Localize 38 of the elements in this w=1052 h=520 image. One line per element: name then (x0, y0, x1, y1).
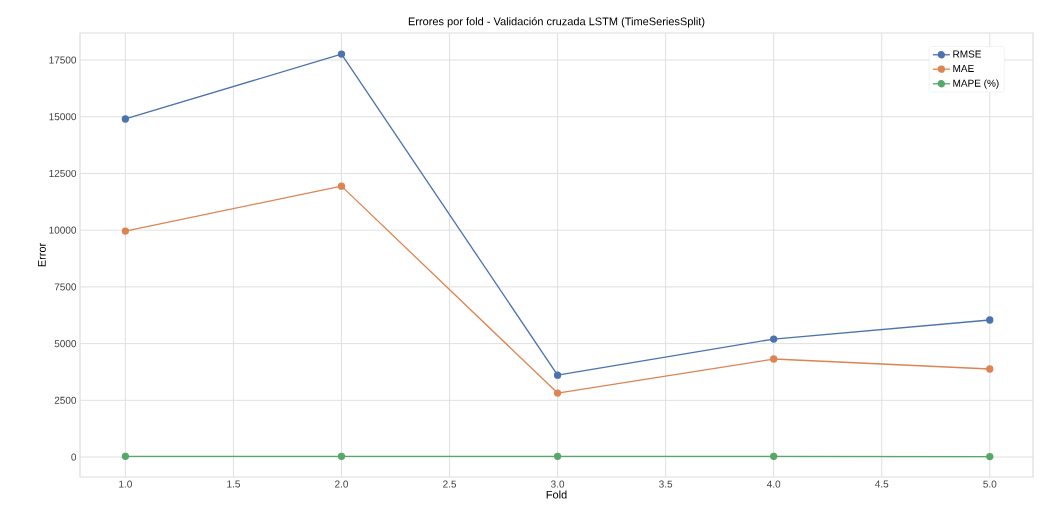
point (553, 452, 562, 460)
point (121, 452, 130, 460)
point (553, 389, 562, 397)
y-tick-label: 2500 (54, 396, 77, 404)
y-tick-label: 7500 (54, 283, 77, 291)
legend-label: MAE (953, 65, 974, 72)
point (770, 452, 778, 460)
x-axis-title: Fold (546, 490, 567, 499)
point (986, 452, 994, 461)
x-tick-label: 1.0 (119, 480, 132, 488)
point (553, 371, 562, 379)
x-tick-label: 3.5 (659, 480, 673, 488)
y-tick-label: 15000 (49, 113, 77, 121)
x-tick-label: 4.0 (766, 480, 781, 488)
x-tick-label: 5.0 (983, 480, 997, 488)
point (986, 365, 994, 373)
point (337, 182, 346, 190)
point (986, 316, 994, 324)
y-tick-label: 0 (71, 453, 77, 461)
y-tick-label: 5000 (54, 340, 77, 348)
x-tick-label: 3.0 (551, 480, 565, 488)
y-tick-label: 10000 (49, 226, 77, 234)
x-tick-label: 2.5 (443, 480, 457, 488)
point (121, 227, 130, 235)
x-tick-label: 1.5 (227, 480, 240, 488)
point (770, 355, 778, 363)
chart-title: Errores por fold - Validación cruzada LSTM (TimeSeriesSplit) (408, 17, 705, 28)
point (770, 335, 778, 343)
point (337, 50, 346, 58)
x-tick-label: 4.5 (875, 480, 889, 488)
point (337, 452, 346, 460)
y-tick-label: 17500 (49, 56, 77, 64)
y-axis-title: Error (38, 242, 46, 267)
x-tick-label: 2.0 (335, 480, 349, 488)
legend-label: RMSE (953, 50, 982, 58)
legend-label: MAPE (%) (953, 79, 999, 89)
y-tick-label: 12500 (49, 169, 77, 177)
point (121, 115, 130, 123)
